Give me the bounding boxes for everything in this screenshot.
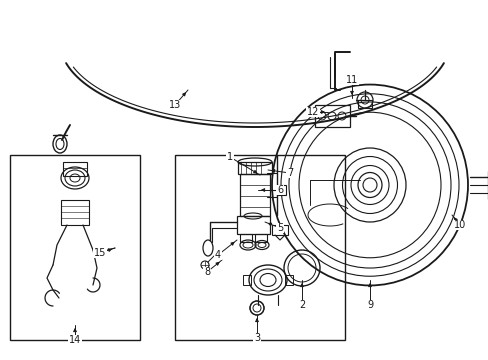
Bar: [175, 155, 345, 340]
Bar: [238, 162, 271, 174]
Bar: [10, 155, 140, 340]
Text: 8: 8: [203, 267, 210, 277]
Bar: [243, 275, 250, 285]
Text: 14: 14: [69, 335, 81, 345]
Bar: [271, 225, 287, 235]
Text: 9: 9: [366, 300, 372, 310]
Text: 3: 3: [253, 333, 260, 343]
Text: 2: 2: [298, 300, 305, 310]
Bar: [254, 234, 266, 242]
Text: 10: 10: [453, 220, 465, 230]
Bar: [61, 200, 89, 225]
Text: 5: 5: [276, 223, 283, 233]
Text: 11: 11: [345, 75, 357, 85]
Bar: [357, 100, 371, 108]
Text: 1: 1: [226, 152, 233, 162]
Bar: [285, 275, 292, 285]
Bar: [63, 162, 87, 176]
Text: 13: 13: [168, 100, 181, 110]
Bar: [240, 174, 269, 216]
Text: 7: 7: [286, 168, 292, 178]
Bar: [314, 105, 349, 127]
Bar: [237, 216, 269, 234]
Bar: [487, 171, 488, 199]
Bar: [240, 234, 251, 242]
Text: 4: 4: [215, 250, 221, 260]
Text: 12: 12: [306, 107, 319, 117]
Bar: [278, 185, 285, 195]
Text: 15: 15: [94, 248, 106, 258]
Text: 6: 6: [276, 185, 283, 195]
